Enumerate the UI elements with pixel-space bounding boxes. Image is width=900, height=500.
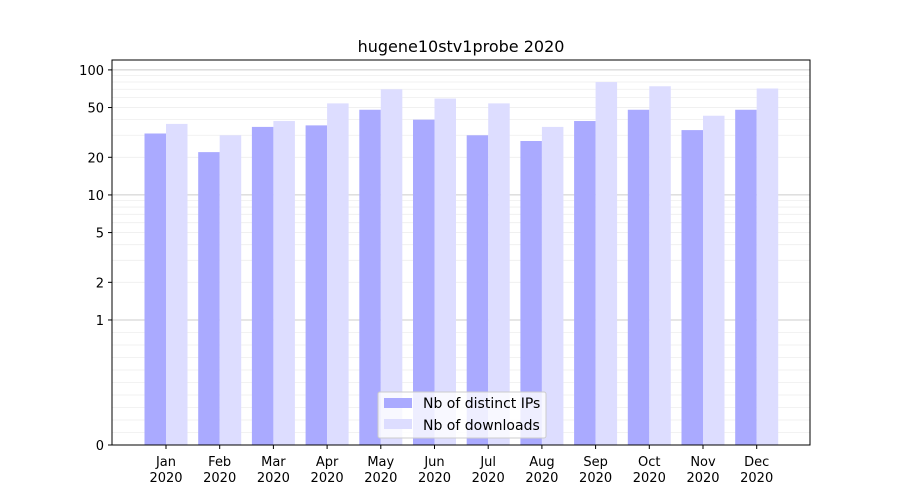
bar-downloads xyxy=(488,103,510,446)
x-tick-label: Apr 2020 xyxy=(311,455,344,486)
bar-distinct-ips xyxy=(413,119,435,446)
y-tick-label: 100 xyxy=(79,64,104,79)
bar-distinct-ips xyxy=(251,126,274,446)
bars xyxy=(144,82,779,446)
bar-downloads xyxy=(703,115,725,445)
y-axis: 0 1 2 5 10 20 50 100 xyxy=(79,64,112,454)
y-tick-label: 10 xyxy=(87,189,104,204)
y-tick-label: 50 xyxy=(87,102,104,117)
y-tick-label: 20 xyxy=(87,151,104,166)
legend-label-downloads: Nb of downloads xyxy=(423,418,540,434)
x-tick-label: Oct 2020 xyxy=(633,455,666,486)
x-tick-label: Jul 2020 xyxy=(472,455,505,486)
x-tick-label: May 2020 xyxy=(364,455,397,486)
y-tick-label: 5 xyxy=(96,227,104,242)
x-axis: Jan 2020 Feb 2020 Mar 2020 Apr 2020 May 2020 Jun 20… xyxy=(149,445,773,486)
x-tick-label: Sep 2020 xyxy=(579,455,612,486)
bar-distinct-ips xyxy=(627,109,650,445)
bar-distinct-ips xyxy=(466,135,489,445)
y-tick-label: 2 xyxy=(96,276,104,291)
legend-swatch-downloads xyxy=(384,419,412,429)
bar-distinct-ips xyxy=(144,133,166,445)
x-tick-label: Jun 2020 xyxy=(418,455,451,486)
y-tick-label: 0 xyxy=(96,439,104,454)
legend-swatch-ips xyxy=(384,398,412,408)
bar-distinct-ips xyxy=(735,109,757,445)
bar-downloads xyxy=(649,86,671,445)
x-tick-label: Mar 2020 xyxy=(257,455,290,486)
bar-downloads xyxy=(541,126,564,446)
plot-frame xyxy=(111,59,811,446)
bar-downloads xyxy=(327,103,349,446)
bar-distinct-ips xyxy=(681,130,703,445)
bar-distinct-ips xyxy=(574,121,596,446)
legend: Nb of distinct IPs Nb of downloads xyxy=(377,391,547,439)
bar-distinct-ips xyxy=(305,125,328,445)
bar-distinct-ips xyxy=(198,152,220,445)
x-tick-label: Nov 2020 xyxy=(686,455,719,486)
bar-distinct-ips xyxy=(359,109,381,445)
x-tick-label: Feb 2020 xyxy=(203,455,236,486)
chart-title: hugene10stv1probe 2020 xyxy=(358,37,565,56)
bar-distinct-ips xyxy=(520,140,542,445)
legend-label-ips: Nb of distinct IPs xyxy=(423,396,540,412)
bar-downloads xyxy=(219,135,242,445)
legend-box xyxy=(377,391,547,439)
x-tick-label: Aug 2020 xyxy=(525,455,558,486)
bar-downloads xyxy=(166,123,188,445)
bar-downloads xyxy=(595,82,618,445)
bar-downloads xyxy=(434,98,456,446)
bar-downloads xyxy=(273,121,295,446)
bar-downloads xyxy=(756,88,779,446)
x-tick-label: Dec 2020 xyxy=(740,455,773,486)
y-tick-label: 1 xyxy=(96,314,104,329)
bar-downloads xyxy=(380,89,403,445)
x-tick-label: Jan 2020 xyxy=(149,455,182,486)
